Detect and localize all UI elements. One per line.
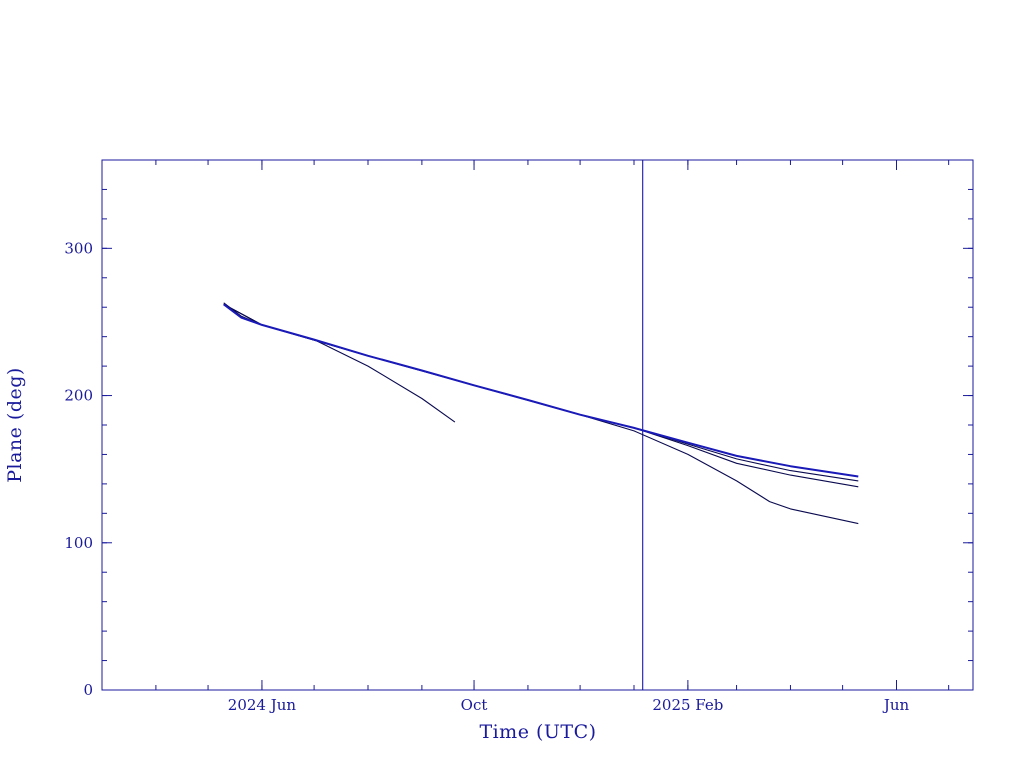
series-line [223,303,859,525]
x-tick-label: Oct [461,696,488,714]
y-tick-label: 300 [64,239,93,257]
series-line [223,303,859,488]
x-tick-label: 2024 Jun [228,696,297,714]
x-tick-label: Jun [882,696,910,714]
plot-frame [101,159,974,691]
y-tick-label: 100 [64,534,93,552]
y-axis-title: Plane (deg) [4,367,26,483]
tick-labels-layer: 0 100 200 300 2024 Jun Oct 2025 Feb Jun [64,239,909,714]
series-line [223,302,456,423]
main-series-line [223,303,859,478]
x-axis-title: Time (UTC) [479,721,596,743]
series-layer [223,302,859,525]
series-line [223,303,859,482]
tick-marks-layer [101,160,973,691]
y-tick-label: 200 [64,387,93,405]
y-tick-label: 0 [83,681,93,699]
x-tick-label: 2025 Feb [652,696,723,714]
